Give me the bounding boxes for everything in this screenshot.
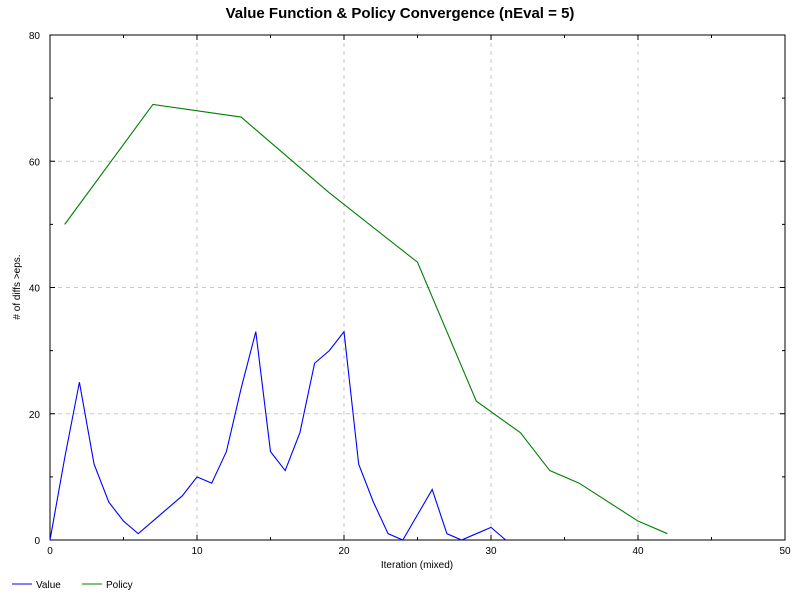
y-tick-label: 40 bbox=[29, 284, 41, 295]
x-tick-label: 50 bbox=[779, 546, 791, 557]
legend-label-policy: Policy bbox=[106, 580, 133, 591]
series-line-value bbox=[49, 330, 507, 541]
axis-ticks: 0 10 20 30 40 50 0 20 40 60 80 bbox=[29, 31, 791, 557]
chart-title: Value Function & Policy Convergence (nEv… bbox=[226, 5, 575, 22]
x-axis-title: Iteration (mixed) bbox=[381, 560, 453, 571]
x-tick-label: 20 bbox=[338, 546, 350, 557]
legend: Value Policy bbox=[12, 580, 133, 591]
x-tick-label: 0 bbox=[47, 546, 53, 557]
y-tick-label: 60 bbox=[29, 157, 41, 168]
y-tick-label: 20 bbox=[29, 410, 41, 421]
x-tick-label: 30 bbox=[485, 546, 497, 557]
x-tick-label: 10 bbox=[191, 546, 203, 557]
y-tick-label: 80 bbox=[29, 31, 41, 42]
y-tick-label: 0 bbox=[34, 536, 40, 547]
legend-label-value: Value bbox=[36, 580, 61, 591]
series-line-policy bbox=[64, 103, 668, 535]
x-tick-label: 40 bbox=[632, 546, 644, 557]
grid bbox=[50, 35, 785, 540]
series-lines bbox=[49, 103, 668, 541]
y-axis-title: # of diffs >eps. bbox=[12, 254, 23, 319]
